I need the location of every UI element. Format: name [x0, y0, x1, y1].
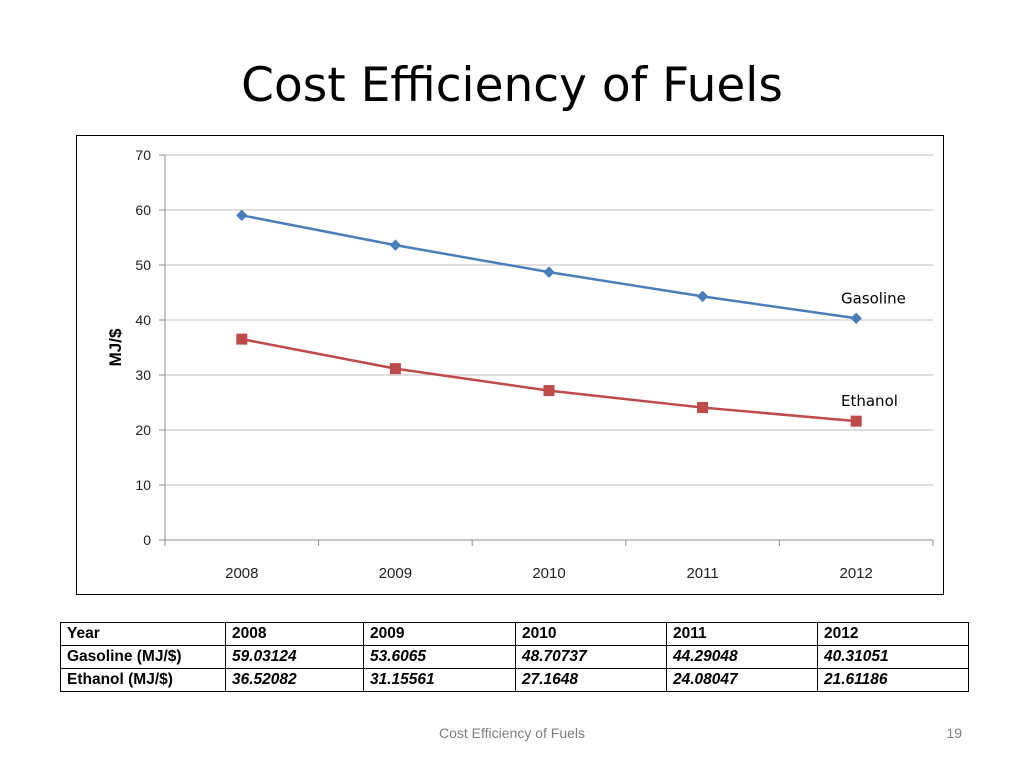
- data-point-gasoline: [696, 290, 709, 303]
- table-row-label: Gasoline (MJ/$): [60, 645, 226, 669]
- table-cell: 44.29048: [666, 645, 818, 669]
- series-line-ethanol: [241, 337, 857, 423]
- footer-title: Cost Efficiency of Fuels: [438, 725, 586, 741]
- line-chart: 0 10 20 30 40 50 60 70 2008 2009 2010 2011 2012 MJ/$ G…: [76, 135, 944, 595]
- data-point-ethanol: [543, 385, 555, 397]
- series-label-gasoline: Gasoline: [841, 289, 906, 307]
- data-point-ethanol: [697, 402, 709, 414]
- data-point-ethanol: [236, 333, 248, 345]
- table-header-cell: 2011: [666, 622, 818, 646]
- slide-title: Cost Efficiency of Fuels: [241, 58, 783, 113]
- y-tick-label: 0: [143, 532, 151, 548]
- y-tick-label: 50: [135, 257, 151, 273]
- table-cell: 24.08047: [666, 668, 818, 692]
- y-tick-label: 20: [135, 422, 151, 438]
- data-point-ethanol: [389, 363, 401, 375]
- table-header-cell: 2012: [817, 622, 969, 646]
- chart-canvas: 0 10 20 30 40 50 60 70 2008 2009 2010 2011 2012 MJ/$ G…: [106, 147, 934, 582]
- table-cell: 27.1648: [515, 668, 667, 692]
- table-header-cell: Year: [60, 622, 226, 646]
- table-cell: 48.70737: [515, 645, 667, 669]
- data-point-ethanol: [850, 415, 862, 427]
- data-point-gasoline: [543, 266, 555, 278]
- table-cell: 31.15561: [363, 668, 516, 692]
- x-tick-label: 2008: [225, 565, 258, 582]
- table-row: Ethanol (MJ/$) 36.52082 31.15561 27.1648…: [60, 668, 969, 692]
- data-point-gasoline: [850, 312, 862, 324]
- y-axis-label: MJ/$: [106, 328, 125, 366]
- x-tick-label: 2010: [532, 565, 565, 582]
- page-number: 19: [946, 725, 962, 741]
- table-header-cell: 2008: [225, 622, 364, 646]
- table-cell: 40.31051: [817, 645, 969, 669]
- y-tick-label: 60: [135, 202, 151, 218]
- data-point-gasoline: [236, 209, 248, 222]
- x-tick-label: 2009: [379, 565, 412, 582]
- table-cell: 53.6065: [363, 645, 516, 669]
- table-row-label: Ethanol (MJ/$): [60, 668, 226, 692]
- series-label-ethanol: Ethanol: [841, 392, 898, 410]
- table-cell: 36.52082: [225, 668, 364, 692]
- y-tick-label: 10: [135, 477, 151, 493]
- y-tick-label: 30: [135, 367, 151, 383]
- data-table: Year 2008 2009 2010 2011 2012 Gasoline (…: [60, 622, 969, 692]
- x-tick-label: 2012: [840, 565, 873, 582]
- table-cell: 59.03124: [225, 645, 364, 669]
- table-row: Gasoline (MJ/$) 59.03124 53.6065 48.7073…: [60, 645, 969, 669]
- y-tick-label: 70: [135, 147, 151, 163]
- table-header-cell: 2010: [515, 622, 667, 646]
- table-header-row: Year 2008 2009 2010 2011 2012: [60, 622, 969, 646]
- table-header-cell: 2009: [363, 622, 516, 646]
- table-cell: 21.61186: [817, 668, 969, 692]
- y-tick-label: 40: [135, 312, 151, 328]
- data-point-gasoline: [389, 239, 402, 251]
- x-tick-label: 2011: [686, 565, 718, 582]
